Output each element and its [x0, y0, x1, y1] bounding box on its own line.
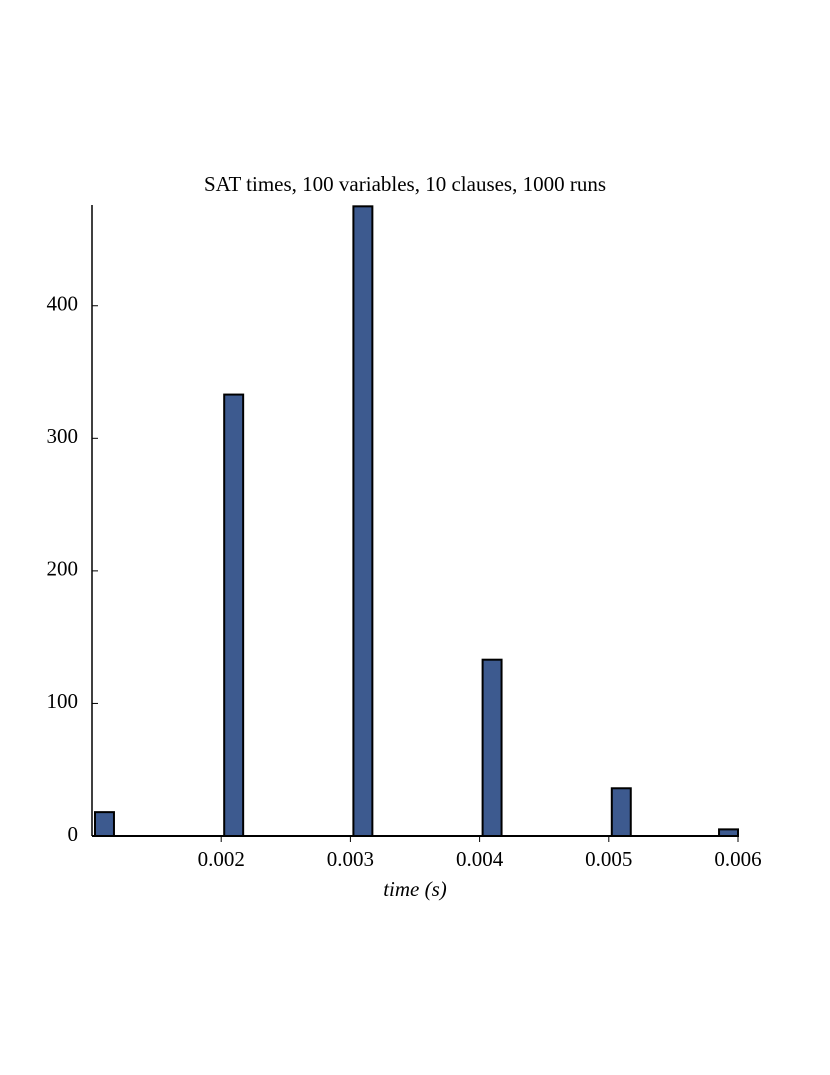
bar: [481, 658, 503, 837]
bar: [223, 393, 245, 837]
bar: [610, 787, 632, 837]
x-tick-label: 0.002: [198, 847, 245, 871]
bar: [352, 205, 374, 838]
y-tick-label: 300: [47, 424, 79, 448]
y-tick-label: 0: [68, 822, 79, 846]
x-tick-label: 0.003: [327, 847, 374, 871]
x-tick-label: 0.005: [585, 847, 632, 871]
x-tick-label: 0.006: [714, 847, 761, 871]
x-axis-label: time (s): [383, 877, 447, 901]
y-tick-label: 100: [47, 689, 79, 713]
chart-title: SAT times, 100 variables, 10 clauses, 10…: [204, 172, 606, 196]
y-tick-label: 200: [47, 557, 79, 581]
x-tick-label: 0.004: [456, 847, 504, 871]
bar: [94, 811, 115, 838]
y-tick-label: 400: [47, 292, 79, 316]
